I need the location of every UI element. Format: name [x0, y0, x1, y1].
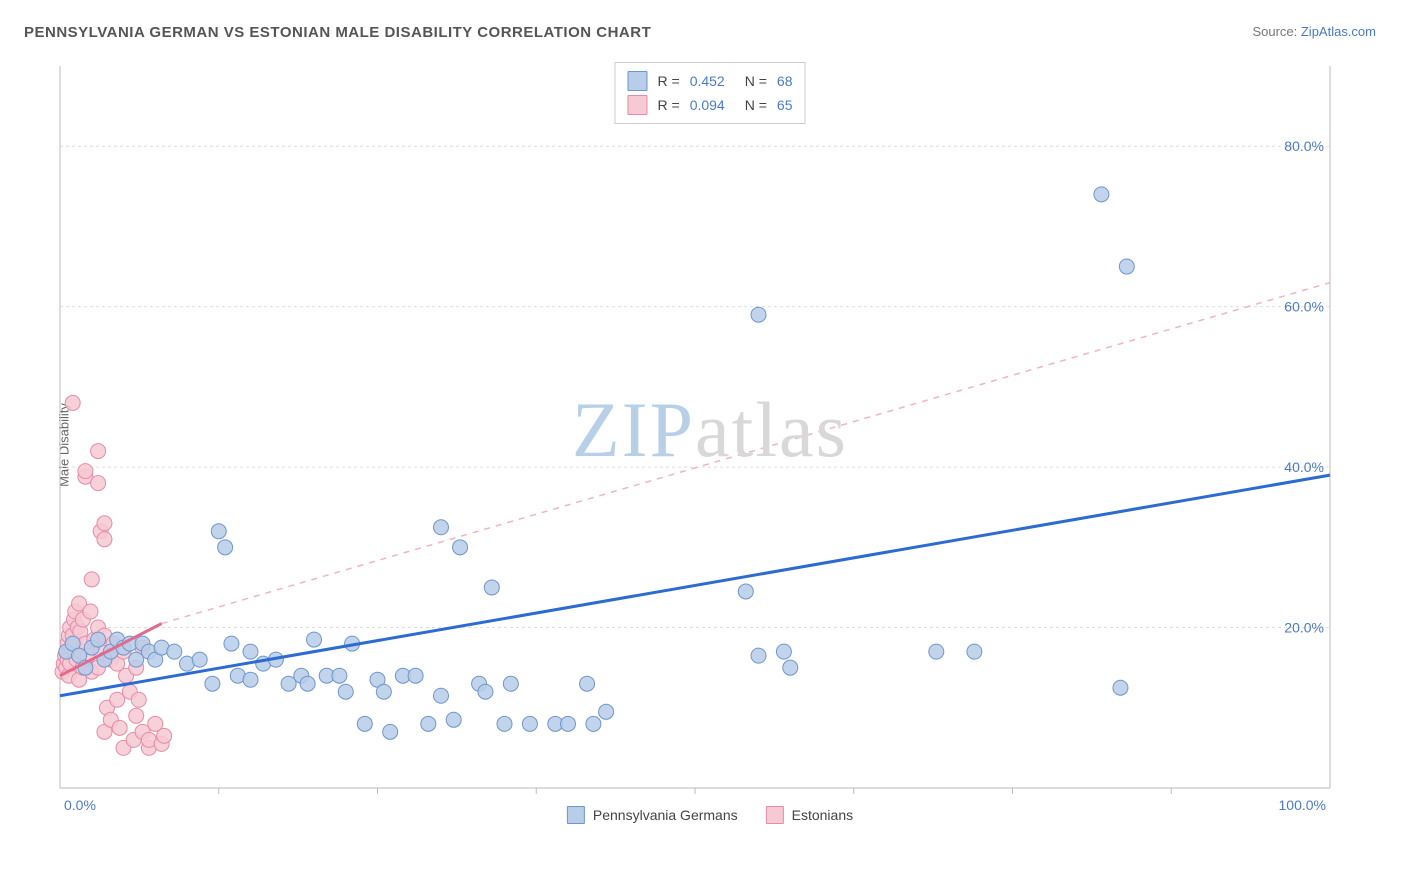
legend-swatch [567, 806, 585, 824]
data-point [83, 604, 98, 619]
legend-item: Pennsylvania Germans [567, 806, 738, 824]
data-point [783, 660, 798, 675]
legend-label: Estonians [792, 807, 853, 823]
data-point [383, 724, 398, 739]
data-point [751, 307, 766, 322]
data-point [167, 644, 182, 659]
source-attribution: Source: ZipAtlas.com [1252, 24, 1376, 39]
data-point [218, 540, 233, 555]
legend-n-label: N = [745, 97, 767, 113]
chart-title: PENNSYLVANIA GERMAN VS ESTONIAN MALE DIS… [24, 24, 651, 41]
data-point [91, 632, 106, 647]
scatter-plot: 20.0% 40.0% 60.0% 80.0% 0.0% 100.0% [50, 60, 1370, 830]
legend-n-value: 68 [777, 73, 793, 89]
data-point [1119, 259, 1134, 274]
legend-label: Pennsylvania Germans [593, 807, 738, 823]
data-point [243, 672, 258, 687]
x-tick-label: 100.0% [1279, 797, 1326, 813]
data-point [599, 704, 614, 719]
data-point [84, 572, 99, 587]
data-point [561, 716, 576, 731]
data-point [776, 644, 791, 659]
source-link[interactable]: ZipAtlas.com [1301, 24, 1376, 39]
data-point [211, 524, 226, 539]
data-point [243, 644, 258, 659]
data-point [503, 676, 518, 691]
data-point [91, 476, 106, 491]
data-point [586, 716, 601, 731]
legend-swatch [628, 71, 648, 91]
data-point [205, 676, 220, 691]
legend-swatch [628, 95, 648, 115]
x-tick-label: 0.0% [64, 797, 96, 813]
data-point [338, 684, 353, 699]
chart-area: Male Disability 20.0%40.0%60.0%80.0%0.0%… [50, 60, 1370, 830]
data-point [97, 516, 112, 531]
data-point [497, 716, 512, 731]
data-point [332, 668, 347, 683]
y-tick-label: 60.0% [1284, 299, 1324, 315]
data-point [129, 708, 144, 723]
data-point [300, 676, 315, 691]
data-point [91, 444, 106, 459]
source-prefix: Source: [1252, 24, 1300, 39]
data-point [157, 728, 172, 743]
series-legend: Pennsylvania Germans Estonians [567, 806, 853, 824]
data-point [376, 684, 391, 699]
legend-r-value: 0.094 [690, 97, 725, 113]
trend-line-pink-dash [162, 283, 1330, 624]
data-point [408, 668, 423, 683]
data-point [131, 692, 146, 707]
data-point [224, 636, 239, 651]
data-point [967, 644, 982, 659]
data-point [1094, 187, 1109, 202]
y-tick-label: 80.0% [1284, 138, 1324, 154]
data-point [434, 520, 449, 535]
data-point [65, 395, 80, 410]
y-tick-label: 20.0% [1284, 620, 1324, 636]
data-point [78, 464, 93, 479]
correlation-legend: R = 0.452 N = 68 R = 0.094 N = 65 [615, 62, 806, 124]
data-point [478, 684, 493, 699]
data-point [434, 688, 449, 703]
data-point [192, 652, 207, 667]
legend-n-label: N = [745, 73, 767, 89]
data-point [751, 648, 766, 663]
data-point [357, 716, 372, 731]
legend-r-label: R = [658, 97, 680, 113]
data-point [97, 532, 112, 547]
data-point [522, 716, 537, 731]
data-point [307, 632, 322, 647]
data-point [738, 584, 753, 599]
data-point [580, 676, 595, 691]
data-point [1113, 680, 1128, 695]
data-point [112, 720, 127, 735]
data-point [929, 644, 944, 659]
legend-swatch [766, 806, 784, 824]
y-tick-label: 40.0% [1284, 459, 1324, 475]
legend-item: Estonians [766, 806, 853, 824]
correlation-legend-row: R = 0.452 N = 68 [628, 69, 793, 93]
correlation-legend-row: R = 0.094 N = 65 [628, 93, 793, 117]
data-point [453, 540, 468, 555]
trend-line-blue [60, 475, 1330, 696]
legend-n-value: 65 [777, 97, 793, 113]
legend-r-value: 0.452 [690, 73, 725, 89]
data-point [484, 580, 499, 595]
legend-r-label: R = [658, 73, 680, 89]
data-point [446, 712, 461, 727]
data-point [421, 716, 436, 731]
